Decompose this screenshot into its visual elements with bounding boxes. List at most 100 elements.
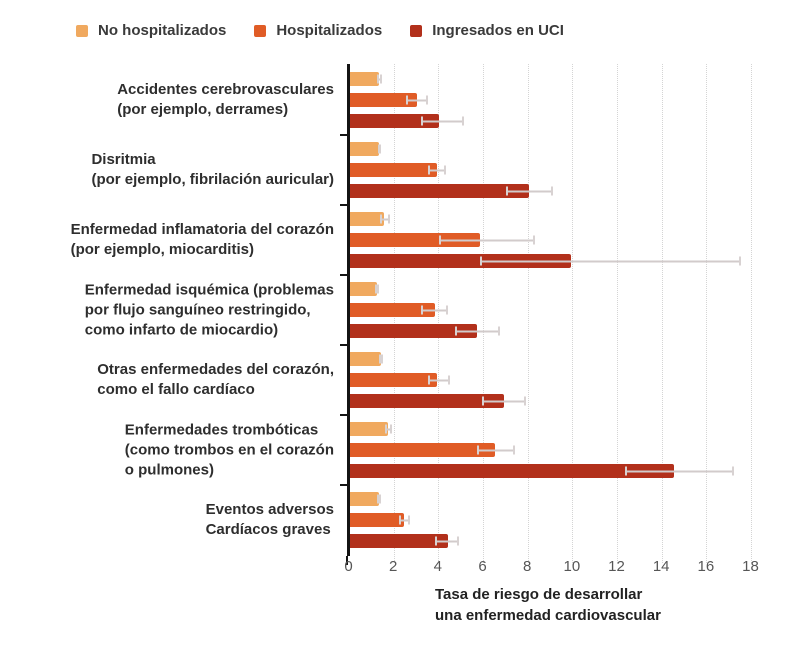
error-bar-line — [421, 309, 449, 311]
bar-row — [350, 513, 752, 527]
category-label-line: (como trombos en el corazón — [124, 441, 334, 459]
category-label-line: Cardíacos graves — [205, 521, 331, 538]
bar-hospitalizados — [350, 233, 480, 247]
bar-ingresados-en-uci — [350, 254, 572, 268]
gridline — [617, 64, 618, 563]
x-axis-title: Tasa de riesgo de desarrollar una enferm… — [435, 584, 661, 627]
x-axis-title-line2: una enfermedad cardiovascular — [435, 607, 661, 625]
error-bar — [374, 284, 380, 294]
bar-hospitalizados — [350, 303, 435, 317]
category-label-line: Enfermedad isquémica (problemas — [84, 281, 334, 299]
legend-swatch — [76, 24, 88, 37]
error-bar-cap-right — [738, 256, 741, 266]
category-label-line: Otras enfermedades del corazón, — [97, 361, 334, 379]
category-label-line: Enfermedades trombóticas — [124, 421, 319, 439]
bar-no-hospitalizados — [350, 422, 388, 436]
error-bar — [439, 235, 536, 245]
error-bar-cap-right — [379, 494, 382, 504]
gridline — [661, 64, 663, 563]
category-label: Otras enfermedades del corazón, como el f… — [97, 360, 334, 400]
legend-label: Hospitalizados — [276, 22, 383, 39]
error-bar — [428, 165, 447, 175]
error-bar-cap-left — [384, 424, 387, 434]
x-tick-label: 6 — [478, 558, 487, 575]
x-tick-label: 0 — [344, 558, 353, 575]
error-bar — [384, 424, 393, 434]
y-axis-tick — [340, 344, 350, 346]
category-label-line: Accidentes cerebrovasculares — [117, 81, 334, 99]
x-tick-label: 10 — [563, 558, 581, 575]
bar-hospitalizados — [350, 163, 438, 177]
category-label: Disritmia (por ejemplo, fibrilación auric… — [91, 150, 334, 190]
error-bar-cap-right — [461, 116, 464, 126]
x-tick-label: 14 — [652, 558, 670, 575]
y-axis-tick — [340, 414, 350, 416]
plot-area — [340, 64, 752, 563]
error-bar — [481, 396, 527, 406]
error-bar — [399, 515, 411, 525]
bar-row — [350, 72, 752, 86]
error-bar-cap-right — [426, 95, 429, 105]
error-bar — [428, 375, 451, 385]
error-bar-line — [479, 260, 741, 262]
error-bar — [479, 256, 741, 266]
gridline — [483, 64, 484, 563]
error-bar-line — [481, 400, 527, 402]
error-bar-cap-left — [379, 354, 382, 364]
bar-hospitalizados — [350, 373, 438, 387]
y-axis-tick — [340, 134, 350, 136]
error-bar-line — [434, 540, 460, 542]
error-bar-cap-left — [421, 116, 424, 126]
bar-row — [350, 443, 752, 457]
bar-row — [350, 184, 752, 198]
error-bar — [624, 466, 735, 476]
bar-row — [350, 282, 752, 296]
error-bar-cap-left — [376, 494, 379, 504]
legend: No hospitalizados Hospitalizados Ingresado… — [76, 22, 564, 39]
category-label-line: como el fallo cardíaco — [97, 381, 255, 398]
x-axis-zero-tick — [346, 556, 348, 565]
error-bar-cap-left — [434, 536, 437, 546]
bar-row — [350, 303, 752, 317]
error-bar — [454, 326, 500, 336]
error-bar — [379, 354, 384, 364]
category-label: Enfermedades trombóticas (como trombos en… — [125, 420, 334, 479]
error-bar — [377, 144, 382, 154]
error-bar — [380, 214, 391, 224]
category-label: Accidentes cerebrovasculares (por ejemplo… — [117, 80, 334, 120]
error-bar-cap-left — [506, 186, 509, 196]
error-bar-line — [439, 239, 536, 241]
gridline — [438, 64, 440, 563]
category-label-line: o pulmones) — [124, 460, 214, 478]
bar-no-hospitalizados — [350, 142, 380, 156]
error-bar-cap-right — [446, 305, 449, 315]
bar-no-hospitalizados — [350, 72, 380, 86]
error-bar-line — [380, 218, 391, 220]
error-bar-cap-right — [513, 445, 516, 455]
error-bar-cap-left — [454, 326, 457, 336]
x-tick-label: 12 — [608, 558, 625, 575]
error-bar-line — [384, 428, 393, 430]
error-bar-cap-left — [380, 214, 383, 224]
error-bar — [421, 116, 464, 126]
category-label-line: (por ejemplo, miocarditis) — [70, 241, 254, 258]
error-bar-cap-right — [444, 165, 447, 175]
x-tick-label: 16 — [697, 558, 715, 575]
error-bar-cap-left — [374, 284, 377, 294]
error-bar-cap-right — [381, 354, 384, 364]
bar-group — [350, 352, 752, 408]
error-bar-line — [454, 330, 500, 332]
y-axis-tick — [340, 484, 350, 486]
error-bar-line — [428, 169, 447, 171]
bar-group — [350, 422, 752, 478]
bar-no-hospitalizados — [350, 212, 384, 226]
error-bar-cap-right — [377, 284, 380, 294]
bar-no-hospitalizados — [350, 352, 382, 366]
category-label-line: como infarto de miocardio) — [84, 320, 279, 338]
bar-group — [350, 212, 752, 268]
error-bar-line — [376, 498, 382, 500]
error-bar — [434, 536, 460, 546]
x-tick-label: 4 — [433, 558, 442, 575]
bar-row — [350, 352, 752, 366]
bar-row — [350, 373, 752, 387]
